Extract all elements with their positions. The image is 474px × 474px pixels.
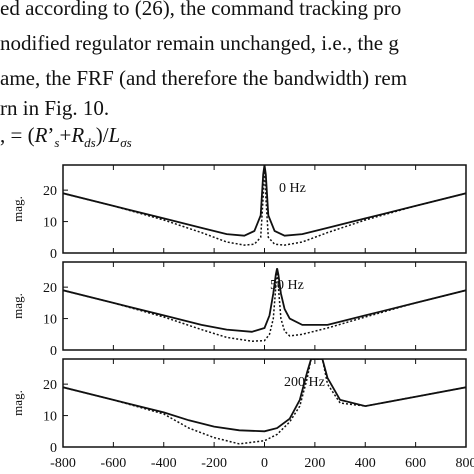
formula-sub-sigma: σs xyxy=(120,135,132,151)
formula-sub-s: s xyxy=(54,135,60,151)
x-tick-label: -600 xyxy=(101,456,127,471)
body-text-line-2: nodified regulator remain unchanged, i.e… xyxy=(0,31,399,55)
y-tick-label: 0 xyxy=(50,344,57,359)
x-tick-label: -800 xyxy=(50,456,76,471)
y-axis-label: mag. xyxy=(10,196,25,222)
y-tick-label: 20 xyxy=(43,184,57,199)
y-axis-label: mag. xyxy=(10,293,25,319)
x-tick-label: 600 xyxy=(405,456,426,471)
formula-close: )/ xyxy=(95,123,109,147)
formula-plus: + xyxy=(59,123,72,147)
x-tick-label: 400 xyxy=(355,456,376,471)
series-dotted-line xyxy=(63,165,466,246)
formula-R2: R xyxy=(71,123,85,147)
formula-L: L xyxy=(108,123,121,147)
x-tick-label: 800 xyxy=(456,456,474,471)
y-tick-label: 20 xyxy=(43,281,57,296)
x-tick-label: 200 xyxy=(304,456,325,471)
frequency-annotation: 50 Hz xyxy=(270,278,304,293)
formula-lead: , = ( xyxy=(0,123,35,147)
x-tick-label: -400 xyxy=(151,456,177,471)
y-tick-label: 10 xyxy=(43,313,57,328)
y-tick-label: 0 xyxy=(50,441,57,456)
body-text-line-3: ame, the FRF (and therefore the bandwidt… xyxy=(0,66,408,90)
y-axis-label: mag. xyxy=(10,390,25,416)
formula-line: , = (R’s+Rds)/Lσs xyxy=(0,123,132,155)
y-tick-label: 20 xyxy=(43,378,57,393)
y-tick-label: 0 xyxy=(50,247,57,262)
frequency-annotation: 0 Hz xyxy=(279,181,306,196)
frequency-annotation: 200 Hz xyxy=(284,375,325,390)
series-dotted-line xyxy=(63,268,466,342)
x-tick-label: 0 xyxy=(261,456,268,471)
y-tick-label: 10 xyxy=(43,410,57,425)
y-tick-label: 10 xyxy=(43,216,57,231)
formula-R: R xyxy=(34,123,48,147)
series-solid-line xyxy=(63,359,466,433)
series-solid-line xyxy=(63,268,466,333)
formula-sub-ds: ds xyxy=(84,135,96,151)
body-text-line-1: ed according to (26), the command tracki… xyxy=(0,0,402,20)
body-text-line-4: rn in Fig. 10. xyxy=(0,96,110,120)
x-tick-label: -200 xyxy=(201,456,227,471)
formula-prime: ’ xyxy=(47,123,55,147)
series-solid-line xyxy=(63,165,466,237)
